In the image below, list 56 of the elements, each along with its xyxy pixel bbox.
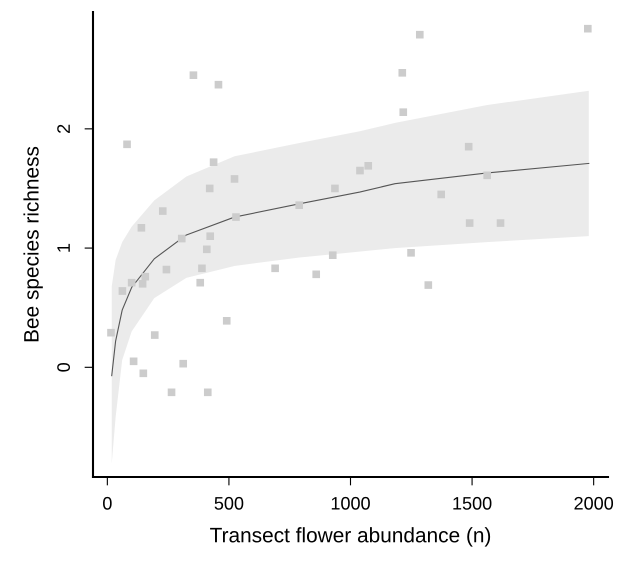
point [331, 184, 339, 192]
point [179, 360, 188, 368]
point [312, 270, 320, 278]
point [399, 108, 408, 116]
point [364, 162, 372, 170]
point [584, 24, 592, 33]
point [138, 280, 146, 288]
point [407, 249, 415, 257]
point [128, 278, 136, 286]
point [168, 388, 176, 396]
point [107, 328, 115, 337]
point [222, 316, 231, 325]
point [271, 264, 279, 272]
point [230, 175, 238, 183]
point [416, 30, 424, 38]
point [190, 71, 198, 80]
point [204, 388, 212, 396]
point [202, 245, 211, 254]
point [232, 213, 240, 221]
point [140, 369, 148, 378]
y-tick-label: 1 [57, 244, 70, 252]
point [130, 358, 138, 366]
y-tick-label: 2 [57, 124, 70, 133]
x-tick-label: 1500 [453, 496, 492, 510]
point [356, 166, 364, 174]
x-tick-label: 1000 [332, 496, 370, 510]
point [158, 207, 167, 215]
point [328, 251, 337, 260]
point [150, 331, 159, 339]
point [398, 68, 406, 77]
point [141, 272, 150, 281]
point [214, 80, 222, 89]
point [123, 140, 131, 148]
point [162, 266, 170, 274]
y-tick-label: 0 [57, 362, 70, 372]
point [178, 234, 186, 242]
point [138, 224, 146, 232]
point [206, 184, 214, 192]
point [118, 287, 126, 295]
point [496, 219, 504, 227]
point [210, 158, 218, 166]
point [466, 219, 474, 227]
point [198, 264, 206, 272]
x-tick-label: 2000 [574, 496, 614, 510]
point [196, 278, 204, 286]
point [464, 142, 472, 151]
point [206, 232, 214, 240]
y-axis-title: Bee species richness [23, 146, 43, 342]
point [295, 201, 304, 209]
point [483, 172, 491, 180]
point [424, 281, 432, 289]
x-tick-label: 0 [103, 496, 112, 510]
x-axis-title: Transect flower abundance (n) [210, 527, 490, 547]
line-series [111, 162, 590, 376]
point [437, 190, 446, 198]
x-tick-label: 500 [214, 496, 244, 510]
